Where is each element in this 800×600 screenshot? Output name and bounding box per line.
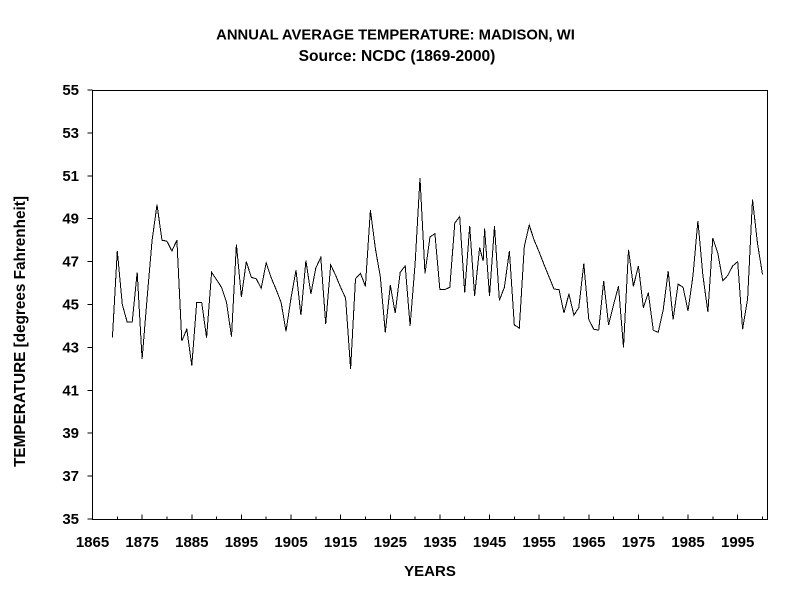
svg-text:47: 47 xyxy=(62,254,79,271)
svg-text:55: 55 xyxy=(62,82,79,99)
svg-text:49: 49 xyxy=(62,211,79,228)
svg-text:1945: 1945 xyxy=(473,534,506,551)
svg-text:1895: 1895 xyxy=(225,534,258,551)
svg-text:1905: 1905 xyxy=(274,534,307,551)
svg-text:41: 41 xyxy=(62,382,79,399)
svg-text:YEARS: YEARS xyxy=(404,563,456,580)
svg-text:Source: NCDC (1869-2000): Source: NCDC (1869-2000) xyxy=(299,48,496,65)
svg-text:35: 35 xyxy=(62,511,79,528)
svg-text:1935: 1935 xyxy=(423,534,456,551)
svg-text:53: 53 xyxy=(62,125,79,142)
svg-text:37: 37 xyxy=(62,468,79,485)
svg-text:1885: 1885 xyxy=(175,534,208,551)
svg-text:1975: 1975 xyxy=(622,534,655,551)
svg-text:51: 51 xyxy=(62,168,79,185)
svg-text:1985: 1985 xyxy=(671,534,704,551)
svg-text:1915: 1915 xyxy=(324,534,357,551)
svg-text:ANNUAL AVERAGE TEMPERATURE: MA: ANNUAL AVERAGE TEMPERATURE: MADISON, WI xyxy=(216,28,575,44)
svg-text:1875: 1875 xyxy=(125,534,158,551)
svg-text:1965: 1965 xyxy=(572,534,605,551)
svg-text:1995: 1995 xyxy=(721,534,754,551)
svg-text:TEMPERATURE [degrees Fahrenhei: TEMPERATURE [degrees Fahrenheit] xyxy=(12,196,29,467)
svg-text:39: 39 xyxy=(62,425,79,442)
svg-text:45: 45 xyxy=(62,297,79,314)
svg-text:1925: 1925 xyxy=(374,534,407,551)
svg-text:1955: 1955 xyxy=(522,534,555,551)
svg-text:43: 43 xyxy=(62,339,79,356)
svg-text:1865: 1865 xyxy=(76,534,109,551)
